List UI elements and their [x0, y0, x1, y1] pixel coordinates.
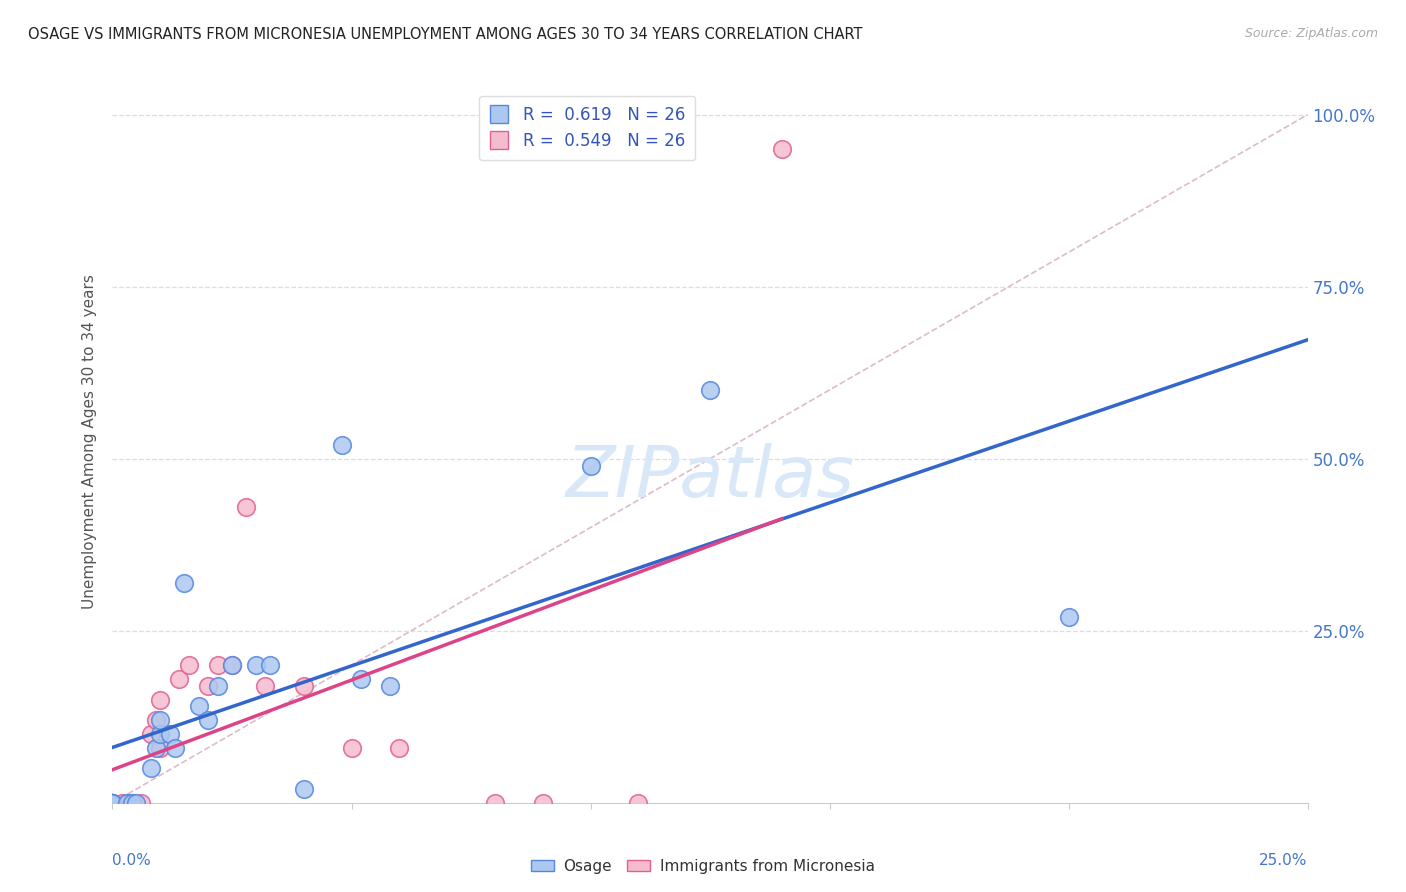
Point [177, 658, 200, 673]
Point [121, 796, 143, 810]
Point [163, 740, 186, 755]
Point [197, 713, 219, 727]
Point [254, 679, 277, 693]
Point [221, 658, 243, 673]
Point [139, 761, 162, 775]
Point [292, 679, 315, 693]
Point [149, 692, 172, 706]
Text: Source: ZipAtlas.com: Source: ZipAtlas.com [1244, 27, 1378, 40]
Point [129, 796, 152, 810]
Point [159, 727, 181, 741]
Point [139, 727, 162, 741]
Point [101, 796, 124, 810]
Point [699, 383, 721, 397]
Point [173, 575, 195, 590]
Point [484, 796, 506, 810]
Point [169, 672, 191, 686]
Point [145, 740, 167, 755]
Point [378, 679, 401, 693]
Point [121, 796, 143, 810]
Point [770, 142, 793, 156]
Text: 25.0%: 25.0% [1260, 854, 1308, 869]
Point [149, 727, 172, 741]
Point [149, 713, 172, 727]
Point [531, 796, 554, 810]
Text: 0.0%: 0.0% [112, 854, 152, 869]
Point [101, 796, 124, 810]
Point [259, 658, 281, 673]
Point [330, 438, 353, 452]
Point [187, 699, 209, 714]
Y-axis label: Unemployment Among Ages 30 to 34 years: Unemployment Among Ages 30 to 34 years [82, 274, 97, 609]
Point [340, 740, 363, 755]
Point [627, 796, 650, 810]
Point [125, 796, 148, 810]
Point [292, 782, 315, 797]
Point [111, 796, 134, 810]
Point [350, 672, 373, 686]
Point [1057, 610, 1080, 624]
Point [101, 796, 124, 810]
Point [149, 740, 172, 755]
Legend: Osage, Immigrants from Micronesia: Osage, Immigrants from Micronesia [526, 853, 880, 880]
Text: OSAGE VS IMMIGRANTS FROM MICRONESIA UNEMPLOYMENT AMONG AGES 30 TO 34 YEARS CORRE: OSAGE VS IMMIGRANTS FROM MICRONESIA UNEM… [28, 27, 863, 42]
Point [221, 658, 243, 673]
Point [101, 796, 124, 810]
Point [115, 796, 138, 810]
Point [197, 679, 219, 693]
Point [101, 796, 124, 810]
Legend: R =  0.619   N = 26, R =  0.549   N = 26: R = 0.619 N = 26, R = 0.549 N = 26 [479, 95, 695, 161]
Point [235, 500, 257, 514]
Point [207, 658, 229, 673]
Point [145, 713, 167, 727]
Point [115, 796, 138, 810]
Point [388, 740, 411, 755]
Point [207, 679, 229, 693]
Text: ZIPatlas: ZIPatlas [565, 443, 855, 512]
Point [101, 796, 124, 810]
Point [579, 458, 602, 473]
Point [101, 796, 124, 810]
Point [245, 658, 267, 673]
